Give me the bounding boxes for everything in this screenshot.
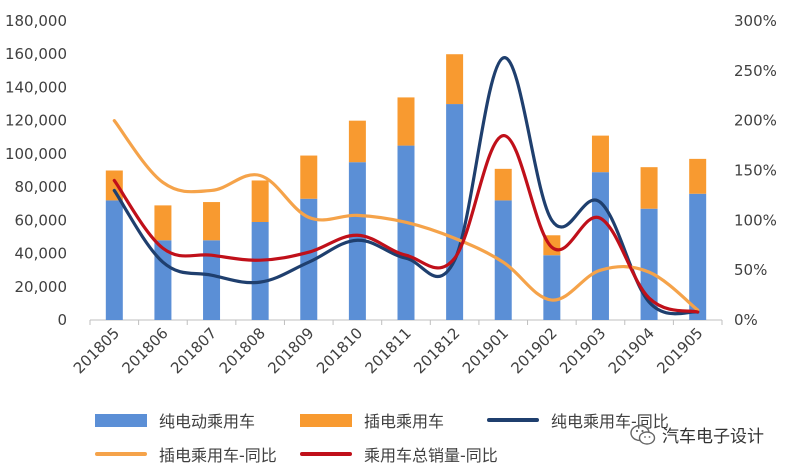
bar-phev (154, 205, 172, 241)
bar-phev (494, 168, 512, 201)
bar-phev (591, 135, 609, 173)
x-tick-label: 201806 (119, 324, 172, 377)
y-left-tick-label: 160,000 (5, 45, 67, 63)
x-tick-label: 201810 (313, 324, 366, 377)
x-tick-label: 201811 (362, 324, 415, 377)
y-right-tick-label: 300% (734, 12, 777, 30)
y-left-tick-label: 120,000 (5, 112, 67, 130)
watermark: 汽车电子设计 (630, 422, 764, 447)
bar-phev (397, 97, 415, 146)
bar-bev (251, 221, 269, 320)
bar-phev (640, 167, 658, 209)
x-tick-label: 201903 (556, 324, 609, 377)
bar-phev (689, 158, 707, 194)
bar-bev (300, 198, 318, 320)
x-tick-label: 201805 (70, 324, 123, 377)
x-tick-label: 201807 (167, 324, 220, 377)
x-tick-label: 201809 (264, 324, 317, 377)
y-right-tick-label: 50% (734, 261, 767, 279)
line-bev-yoy (112, 56, 700, 316)
y-left-tick-label: 20,000 (15, 278, 68, 296)
bar-phev (251, 180, 269, 222)
lines (112, 56, 700, 316)
x-tick-label: 201905 (653, 324, 706, 377)
bar-phev (348, 120, 366, 163)
x-tick-label: 201812 (410, 324, 463, 377)
watermark-text: 汽车电子设计 (662, 427, 764, 447)
line-total-yoy (112, 134, 700, 314)
y-left-tick-label: 0 (57, 311, 67, 329)
bar-phev (300, 155, 318, 199)
y-left-tick-label: 80,000 (15, 178, 68, 196)
y-left-tick-label: 180,000 (5, 12, 67, 30)
bar-bev (397, 145, 415, 320)
y-left-tick-label: 100,000 (5, 145, 67, 163)
y-left-axis: 0 20,000 40,000 60,000 80,000 100,000 120,000 1… (5, 12, 67, 329)
bar-phev (203, 202, 221, 241)
bar-phev (446, 54, 464, 105)
y-right-tick-label: 100% (734, 211, 777, 229)
y-left-tick-label: 140,000 (5, 78, 67, 96)
wechat-icon (630, 424, 656, 445)
x-axis: 2018052018062018072018082018092018102018… (70, 320, 723, 377)
bar-bev (543, 255, 561, 320)
y-left-tick-label: 40,000 (15, 245, 68, 263)
y-left-tick-label: 60,000 (15, 211, 68, 229)
bars (105, 54, 707, 320)
y-right-tick-label: 200% (734, 112, 777, 130)
bar-bev (591, 172, 609, 320)
bar-phev (105, 170, 123, 201)
bar-bev (203, 240, 221, 320)
line-phev-yoy (112, 119, 700, 312)
bar-bev (105, 200, 123, 320)
bar-bev (689, 193, 707, 320)
x-tick-label: 201901 (459, 324, 512, 377)
y-right-tick-label: 250% (734, 62, 777, 80)
x-tick-label: 201808 (216, 324, 269, 377)
bar-bev (446, 104, 464, 320)
x-tick-label: 201904 (605, 324, 658, 377)
x-tick-label: 201902 (507, 324, 560, 377)
bar-bev (494, 200, 512, 320)
y-right-tick-label: 150% (734, 162, 777, 180)
y-right-tick-label: 0% (734, 311, 758, 329)
y-right-axis: 0% 50% 100% 150% 200% 250% 300% (734, 12, 777, 329)
